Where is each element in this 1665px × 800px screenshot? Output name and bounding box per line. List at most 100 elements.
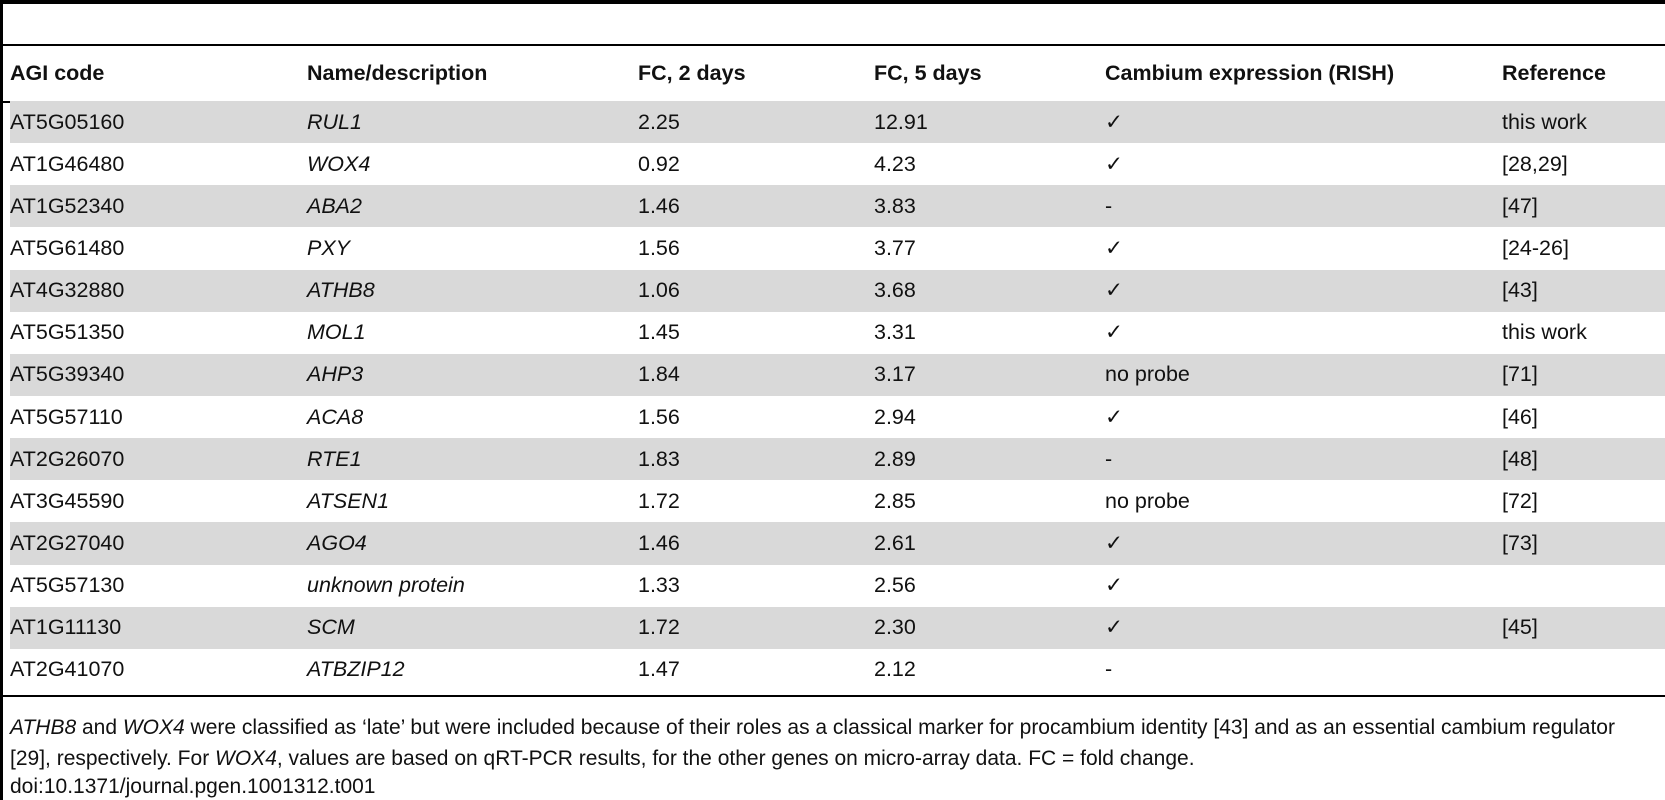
cell-reference: this work [1502, 101, 1665, 144]
cell-cambium-expression: no probe [1105, 353, 1502, 396]
cell-reference: [47] [1502, 185, 1665, 228]
cell-fc-2-days: 1.06 [638, 269, 874, 312]
header-row: AGI code Name/description FC, 2 days FC,… [10, 46, 1665, 101]
cell-fc-5-days: 2.12 [874, 657, 916, 682]
footnote-gene-wox4-second: WOX4 [215, 747, 277, 770]
table-row: AT2G26070 RTE1 1.83 2.89- [48] [10, 438, 1665, 481]
cell-gene-name: AHP3 [307, 353, 638, 396]
cell-reference: [28,29] [1502, 151, 1568, 176]
cell-gene-name: MOL1 [307, 320, 366, 345]
cell-gene-name: WOX4 [307, 151, 371, 176]
cell-reference: [46] [1502, 404, 1538, 429]
table-row: AT5G57130 unknown protein 1.33 2.56 ✓ [10, 565, 1665, 607]
cell-cambium-expression: ✓ [1105, 606, 1502, 649]
top-rule [0, 0, 1665, 4]
table-row: AT4G32880 ATHB8 1.06 3.68 ✓ [43] [10, 269, 1665, 312]
cell-agi-code: AT1G11130 [10, 606, 307, 649]
cell-fc-5-days: 2.30 [874, 606, 1105, 649]
footnote-and: and [76, 716, 123, 739]
left-border [0, 0, 3, 800]
cell-reference: [71] [1502, 353, 1665, 396]
cell-fc-5-days: 2.56 [874, 573, 916, 598]
table-row: AT5G61480 PXY 1.56 3.77 ✓ [24-26] [10, 227, 1665, 269]
cell-fc-5-days: 3.77 [874, 235, 916, 260]
header-reference: Reference [1502, 61, 1606, 85]
table-row: AT2G27040 AGO4 1.46 2.61 ✓ [73] [10, 522, 1665, 565]
table-row: AT1G46480 WOX4 0.92 4.23 ✓ [28,29] [10, 143, 1665, 185]
cell-cambium-expression: ✓ [1105, 101, 1502, 144]
cell-fc-2-days: 1.72 [638, 488, 680, 513]
cell-fc-2-days: 1.56 [638, 404, 680, 429]
cell-gene-name: SCM [307, 606, 638, 649]
header-fc-2-days: FC, 2 days [638, 61, 746, 85]
footnote-text-2: , values are based on qRT-PCR results, f… [276, 747, 1195, 770]
cell-gene-name: PXY [307, 235, 351, 260]
table-body: AT5G05160 RUL1 2.25 12.91 ✓ this work AT1G4648… [10, 101, 1665, 691]
header-top-rule [0, 44, 1665, 46]
cell-agi-code: AT1G52340 [10, 185, 307, 228]
cell-cambium-expression: ✓ [1105, 235, 1124, 260]
cell-reference: [24-26] [1502, 235, 1569, 260]
table-row: AT2G41070 ATBZIP12 1.47 2.12 - [10, 649, 1665, 691]
cell-fc-2-days: 2.25 [638, 101, 874, 144]
cell-agi-code: AT5G57110 [10, 404, 123, 429]
cell-reference [1502, 649, 1665, 691]
cell-reference: [45] [1502, 606, 1665, 649]
cell-fc-5-days: 2.61 [874, 522, 1105, 565]
cell-cambium-expression: ✓ [1105, 151, 1124, 176]
cell-agi-code: AT1G46480 [10, 151, 125, 176]
cell-fc-2-days: 1.33 [638, 573, 680, 598]
cell-cambium-expression: ✓ [1105, 573, 1124, 598]
table-row: AT5G39340 AHP3 1.84 3.17 no probe [71] [10, 353, 1665, 396]
table-row: AT5G05160 RUL1 2.25 12.91 ✓ this work [10, 101, 1665, 144]
cell-gene-name: ATHB8 [307, 269, 638, 312]
cell-fc-2-days: 1.46 [638, 522, 874, 565]
cell-gene-name: ATSEN1 [307, 488, 390, 513]
cell-fc-5-days: 3.31 [874, 320, 916, 345]
cell-fc-5-days: 4.23 [874, 151, 916, 176]
table-row: AT1G11130 SCM 1.72 2.30 ✓ [45] [10, 606, 1665, 649]
cell-fc-2-days: 1.47 [638, 657, 680, 682]
footnote-gene-wox4: WOX4 [122, 716, 185, 739]
cell-cambium-expression: - [1105, 185, 1502, 228]
table-row: AT1G52340 ABA2 1.46 3.83- [47] [10, 185, 1665, 228]
cell-cambium-expression: - [1105, 438, 1502, 481]
cell-fc-2-days: 1.83 [638, 438, 874, 481]
cell-cambium-expression: ✓ [1105, 320, 1124, 345]
cell-gene-name: RUL1 [307, 101, 638, 144]
cell-reference: [43] [1502, 269, 1665, 312]
doi-label: doi:10.1371/journal.pgen.1001312.t001 [10, 775, 376, 798]
cell-fc-2-days: 1.46 [638, 185, 874, 228]
cell-fc-5-days: 3.17 [874, 353, 1105, 396]
cell-cambium-expression: ✓ [1105, 522, 1502, 565]
cell-reference: this work [1502, 320, 1587, 345]
cell-cambium-expression: ✓ [1105, 269, 1502, 312]
cell-fc-5-days: 2.85 [874, 488, 916, 513]
table-footnote: ATHB8 and WOX4 were classified as ‘late’… [10, 712, 1655, 774]
cell-fc-2-days: 1.45 [638, 320, 680, 345]
cell-gene-name: ACA8 [307, 404, 364, 429]
footnote-text-1: were classified as ‘late’ but were inclu… [10, 716, 1615, 770]
cell-fc-2-days: 1.72 [638, 606, 874, 649]
cell-gene-name: RTE1 [307, 438, 638, 481]
cell-reference [1502, 565, 1665, 607]
cell-gene-name: unknown protein [307, 573, 465, 598]
table-row: AT5G51350 MOL1 1.45 3.31 ✓ this work [10, 312, 1665, 354]
cell-agi-code: AT5G57130 [10, 573, 125, 598]
cell-gene-name: ATBZIP12 [307, 657, 405, 682]
table-bottom-rule [0, 695, 1665, 697]
cell-agi-code: AT5G51350 [10, 320, 125, 345]
footnote-gene-athb8: ATHB8 [10, 716, 77, 739]
cell-fc-5-days: 3.83 [874, 185, 1105, 228]
cell-fc-5-days: 2.94 [874, 404, 916, 429]
cell-agi-code: AT2G27040 [10, 522, 307, 565]
cell-cambium-expression: - [1105, 657, 1113, 682]
cell-agi-code: AT2G26070 [10, 438, 307, 481]
table-row: AT5G57110 ACA8 1.56 2.94 ✓ [46] [10, 396, 1665, 438]
cell-agi-code: AT5G05160 [10, 101, 307, 144]
cell-fc-2-days: 0.92 [638, 151, 680, 176]
cell-fc-2-days: 1.84 [638, 353, 874, 396]
cell-agi-code: AT2G41070 [10, 657, 125, 682]
cell-gene-name: ABA2 [307, 185, 638, 228]
